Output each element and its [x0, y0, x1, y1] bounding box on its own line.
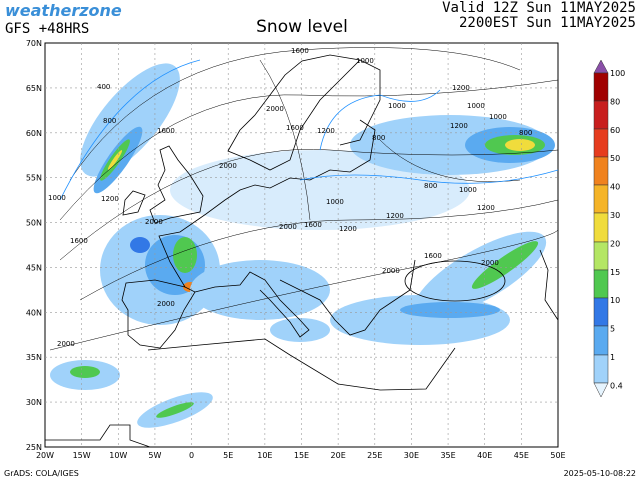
contour-label: 1000	[388, 102, 406, 110]
colorbar-label: 100	[610, 69, 625, 78]
lat-label: 25N	[26, 443, 42, 452]
local-time: 2200EST Sun 11MAY2025	[459, 15, 636, 31]
contour-label: 1200	[477, 204, 495, 212]
contour-label: 800	[103, 117, 116, 125]
colorbar-label: 50	[610, 154, 620, 163]
lat-label: 40N	[26, 308, 42, 317]
contour-label: 1200	[450, 122, 468, 130]
lon-label: 40E	[477, 451, 492, 460]
colorbar-label: 20	[610, 239, 620, 248]
timestamp: 2025-05-10-08:22	[564, 469, 636, 478]
lat-label: 65N	[26, 84, 42, 93]
lon-label: 50E	[550, 451, 565, 460]
lat-label: 50N	[26, 219, 42, 228]
contour-label: 1000	[467, 102, 485, 110]
graticule	[45, 43, 558, 447]
lon-label: 0	[189, 451, 194, 460]
contour-label: 1000	[459, 186, 477, 194]
colorbar-label: 40	[610, 183, 620, 192]
contour-label: 1000	[356, 57, 374, 65]
lon-label: 20E	[331, 451, 346, 460]
contour-label: 1600	[304, 221, 322, 229]
contour-label: 800	[424, 182, 437, 190]
colorbar	[593, 59, 609, 398]
precip-shading	[50, 63, 555, 428]
contour-label: 1600	[291, 47, 309, 55]
lon-label: 35E	[440, 451, 455, 460]
contour-label: 1000	[48, 194, 66, 202]
colorbar-label: 60	[610, 126, 620, 135]
contour-label: 800	[372, 134, 385, 142]
contour-label: 2000	[481, 259, 499, 267]
contour-label: 1200	[452, 84, 470, 92]
contour-label: 800	[519, 129, 532, 137]
lat-label: 60N	[26, 129, 42, 138]
contour-label: 1600	[70, 237, 88, 245]
lon-label: 5E	[223, 451, 233, 460]
contour-label: 1000	[489, 113, 507, 121]
lon-label: 20W	[36, 451, 54, 460]
lon-label: 10E	[257, 451, 272, 460]
brand-logo: weatherzone	[5, 1, 122, 20]
contour-label: 1000	[326, 198, 344, 206]
contour-label: 400	[97, 83, 110, 91]
contour-label: 1200	[339, 225, 357, 233]
contour-label: 2000	[266, 105, 284, 113]
colorbar-label: 80	[610, 97, 620, 106]
lon-label: 25E	[367, 451, 382, 460]
coastlines	[45, 54, 559, 448]
colorbar-label: 5	[610, 325, 615, 334]
lat-label: 55N	[26, 174, 42, 183]
contour-label: 2000	[157, 300, 175, 308]
contour-label: 1600	[157, 127, 175, 135]
lat-label: 30N	[26, 398, 42, 407]
colorbar-labels: 100 80 60 50 40 30 20 15 10 5 1 0.4	[610, 69, 625, 390]
lat-label: 35N	[26, 353, 42, 362]
contour-label: 1200	[386, 212, 404, 220]
lat-label: 45N	[26, 263, 42, 272]
map-title: Snow level	[256, 17, 348, 37]
contour-label: 1600	[286, 124, 304, 132]
contour-label: 2000	[219, 162, 237, 170]
contour-label: 1200	[317, 127, 335, 135]
lon-label: 30E	[404, 451, 419, 460]
freezing-contours	[59, 59, 559, 201]
lat-label: 70N	[26, 39, 42, 48]
contour-label: 1600	[424, 252, 442, 260]
contour-labels: 1600 1000 1000 1200 1000 1000 1200 800 4…	[48, 47, 532, 348]
colorbar-label: 0.4	[610, 381, 623, 390]
lon-label: 15E	[294, 451, 309, 460]
lon-label: 45E	[514, 451, 529, 460]
colorbar-label: 10	[610, 296, 620, 305]
valid-time: Valid 12Z Sun 11MAY2025	[442, 0, 636, 16]
contour-label: 2000	[57, 340, 75, 348]
credit: GrADS: COLA/IGES	[4, 469, 79, 478]
contour-label: 2000	[145, 218, 163, 226]
colorbar-label: 15	[610, 268, 620, 277]
colorbar-label: 30	[610, 211, 620, 220]
contour-label: 1200	[101, 195, 119, 203]
lon-label: 5W	[148, 451, 161, 460]
model-run: GFS +48HRS	[5, 21, 89, 37]
contour-label: 2000	[382, 267, 400, 275]
contour-label: 2000	[279, 223, 297, 231]
colorbar-label: 1	[610, 353, 615, 362]
lon-label: 15W	[73, 451, 91, 460]
lon-label: 10W	[109, 451, 127, 460]
contours	[49, 47, 559, 351]
